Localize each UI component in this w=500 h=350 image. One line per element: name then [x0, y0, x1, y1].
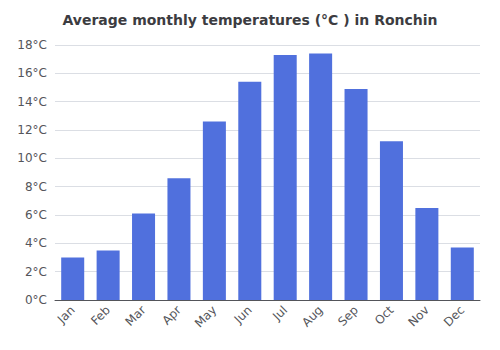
svg-text:Mar: Mar [123, 303, 149, 329]
svg-text:Feb: Feb [88, 303, 113, 328]
svg-text:6°C: 6°C [25, 208, 47, 222]
svg-text:Apr: Apr [159, 303, 184, 328]
svg-text:Dec: Dec [441, 303, 467, 329]
svg-text:Average monthly temperatures (: Average monthly temperatures (°C ) in Ro… [62, 12, 437, 28]
svg-text:2°C: 2°C [25, 265, 47, 279]
svg-text:10°C: 10°C [17, 151, 47, 165]
svg-text:May: May [192, 303, 219, 330]
svg-text:0°C: 0°C [25, 293, 47, 307]
svg-text:16°C: 16°C [17, 66, 47, 80]
svg-text:14°C: 14°C [17, 95, 47, 109]
svg-text:Nov: Nov [405, 303, 431, 329]
svg-text:Jun: Jun [231, 303, 255, 327]
svg-text:Jan: Jan [54, 303, 78, 327]
svg-text:12°C: 12°C [17, 123, 47, 137]
svg-text:Jul: Jul [269, 303, 290, 324]
svg-text:Aug: Aug [299, 303, 325, 329]
svg-text:Oct: Oct [372, 303, 397, 328]
svg-text:8°C: 8°C [25, 180, 47, 194]
svg-text:Sep: Sep [335, 303, 361, 329]
svg-text:18°C: 18°C [17, 38, 47, 52]
svg-text:4°C: 4°C [25, 236, 47, 250]
